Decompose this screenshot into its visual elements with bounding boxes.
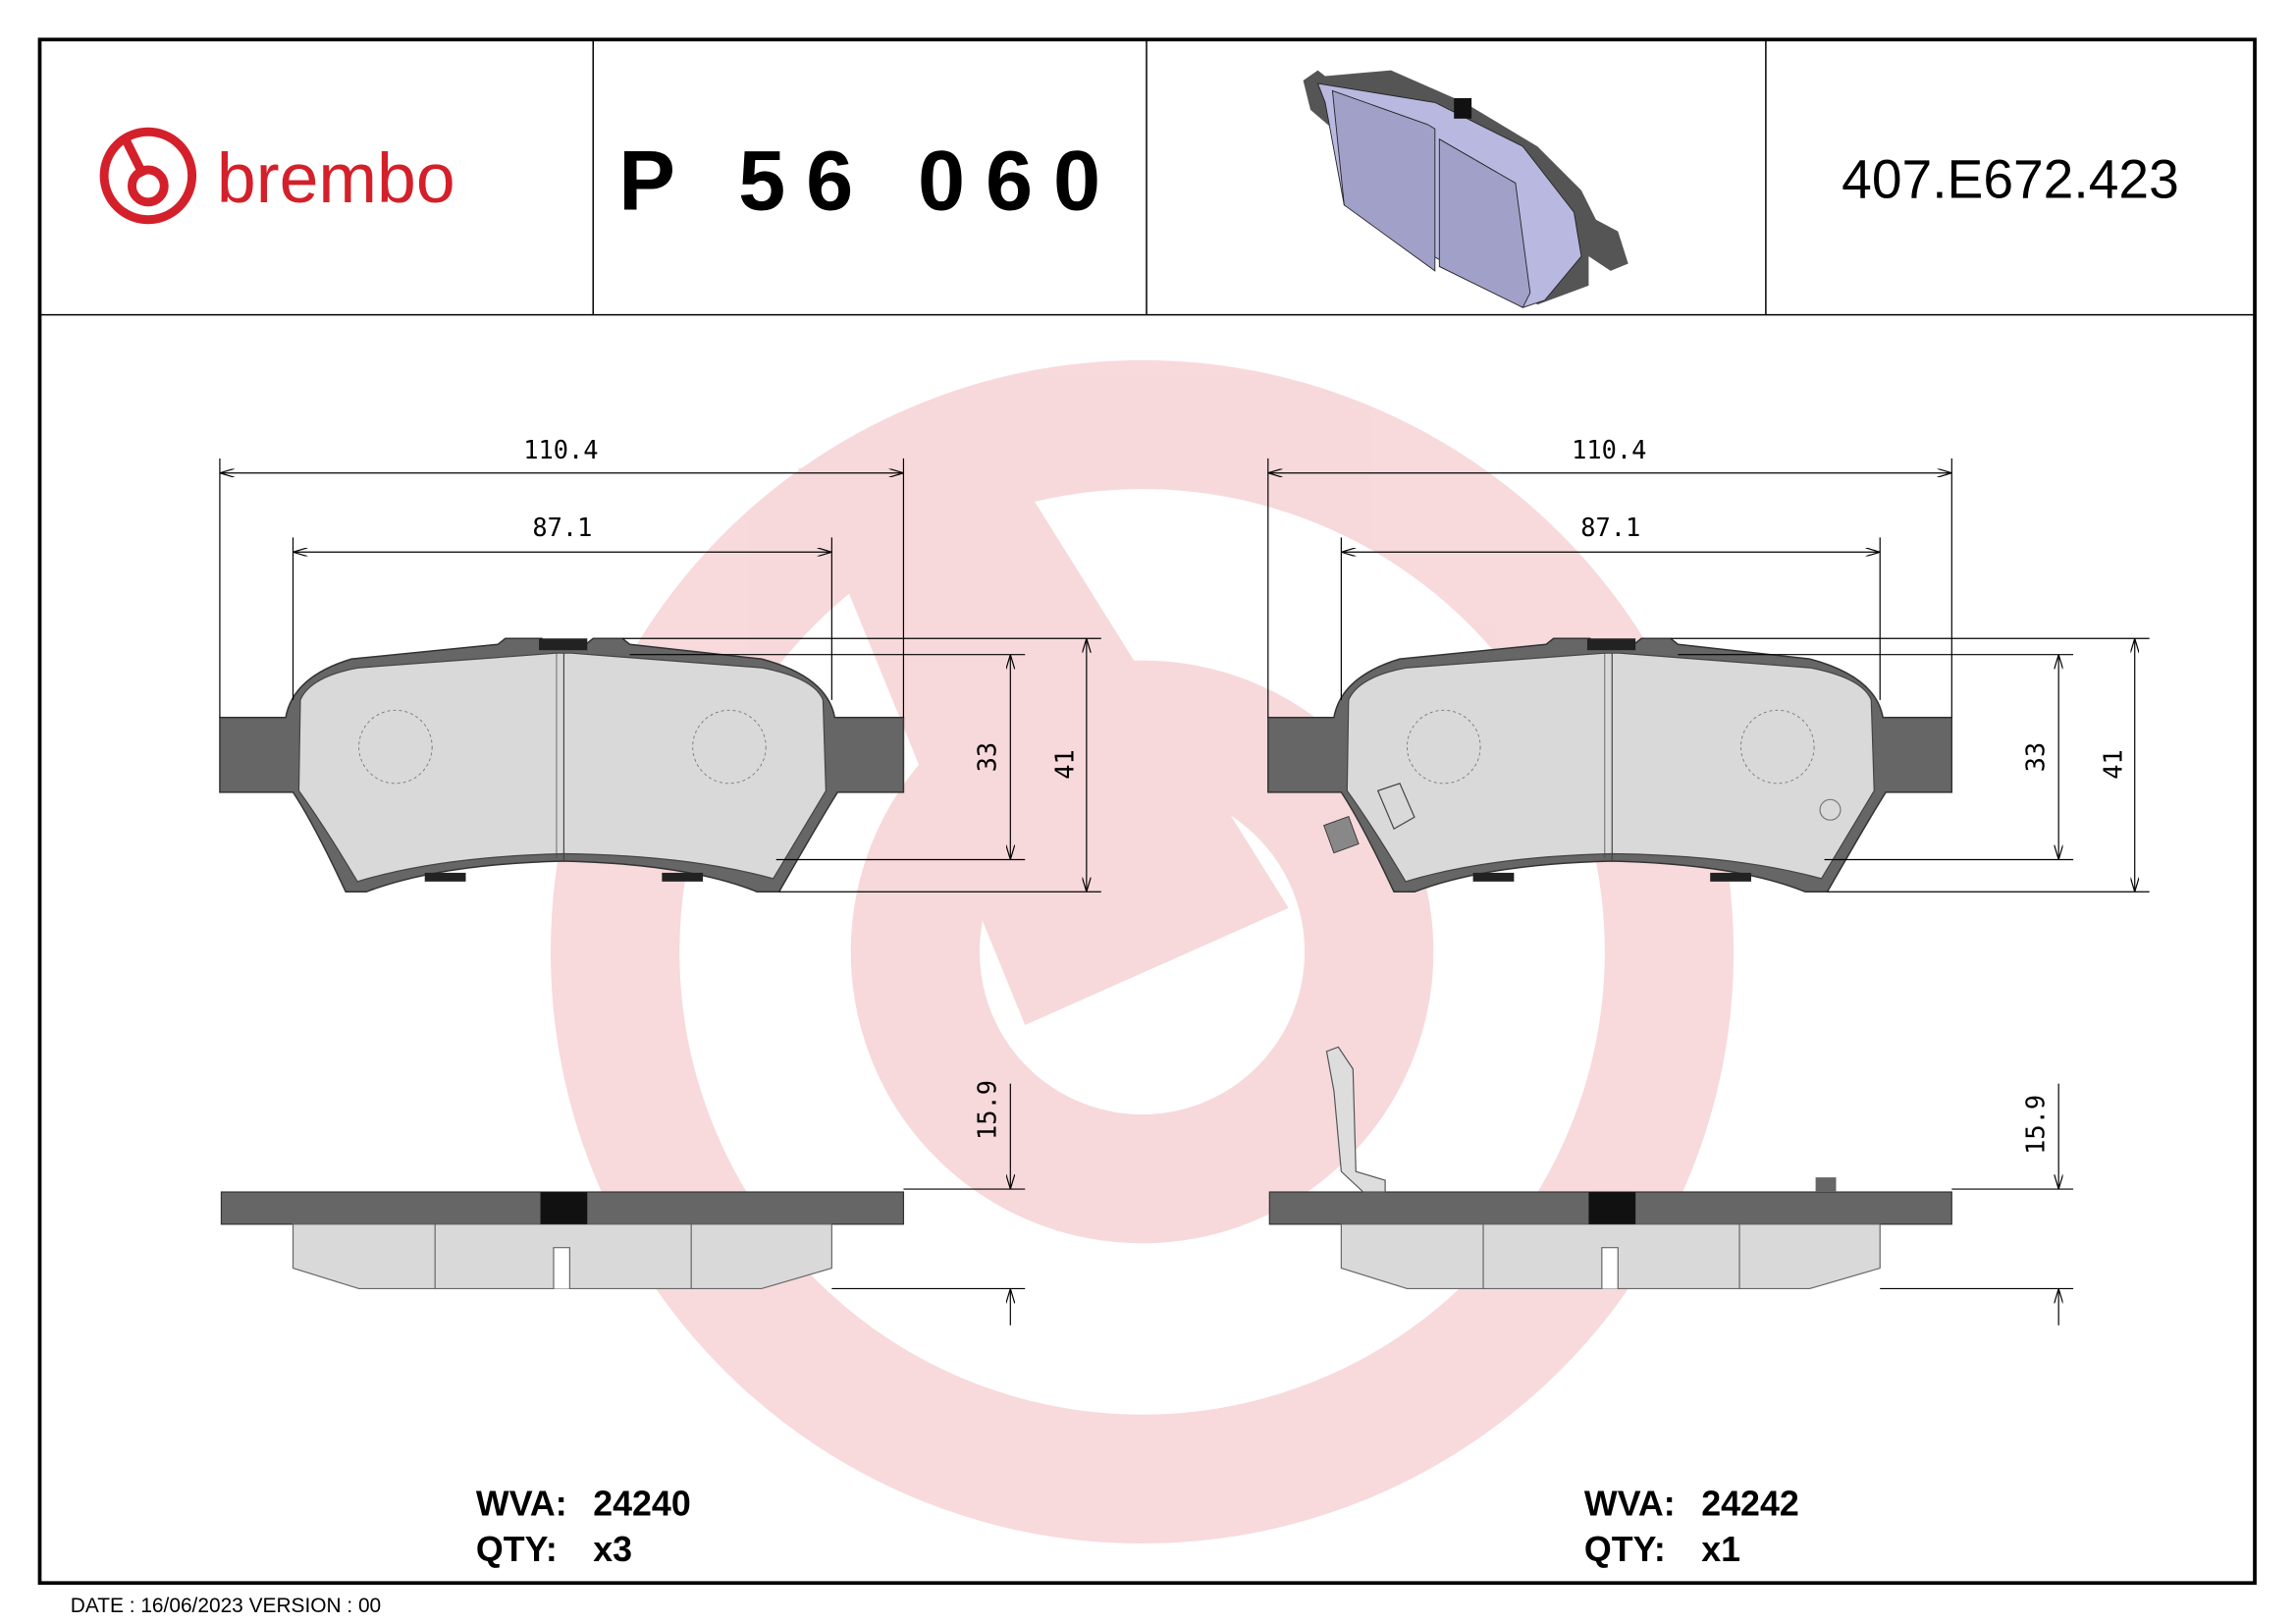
left-qty-value: x3: [593, 1530, 632, 1569]
dim-height-outer: 41: [2098, 749, 2127, 780]
right-pad-side-view: [1268, 1046, 1953, 1290]
dim-overall-width: 110.4: [1572, 435, 1646, 464]
right-pad-front-view: [1267, 637, 1953, 893]
right-wva-label: WVA:: [1584, 1485, 1676, 1524]
left-wva-value: 24240: [593, 1485, 691, 1524]
left-pad-side-view: [220, 1191, 905, 1290]
dim-height-inner: 33: [2020, 742, 2050, 773]
dim-overall-width: 110.4: [523, 435, 598, 464]
right-wva-value: 24242: [1701, 1485, 1799, 1524]
brembo-watermark-logo: [550, 359, 1735, 1543]
pad-3d-render: [1303, 70, 1629, 308]
footer-date-version: DATE : 16/06/2023 VERSION : 00: [71, 1595, 381, 1617]
dim-thickness: 15.9: [972, 1080, 1001, 1140]
reference-number: 407.E672.423: [1842, 148, 2179, 209]
left-pad-front-view: [219, 637, 905, 893]
dim-height-outer: 41: [1049, 749, 1079, 780]
left-wva-label: WVA:: [476, 1485, 567, 1524]
dim-inner-width: 87.1: [532, 513, 592, 542]
right-pad-dimensions: 110.4 87.1 33 41 15.9: [1267, 435, 2150, 1326]
dim-inner-width: 87.1: [1580, 513, 1640, 542]
left-qty-label: QTY:: [476, 1530, 558, 1569]
brand-name: brembo: [217, 139, 455, 218]
dim-thickness: 15.9: [2020, 1095, 2050, 1155]
part-number: P 56 060: [618, 134, 1121, 228]
dim-height-inner: 33: [972, 742, 1001, 773]
brembo-logo: brembo: [99, 127, 455, 225]
right-qty-value: x1: [1701, 1530, 1740, 1569]
left-pad-dimensions: 110.4 87.1 33 41 15.9: [219, 435, 1101, 1326]
right-qty-label: QTY:: [1584, 1530, 1666, 1569]
